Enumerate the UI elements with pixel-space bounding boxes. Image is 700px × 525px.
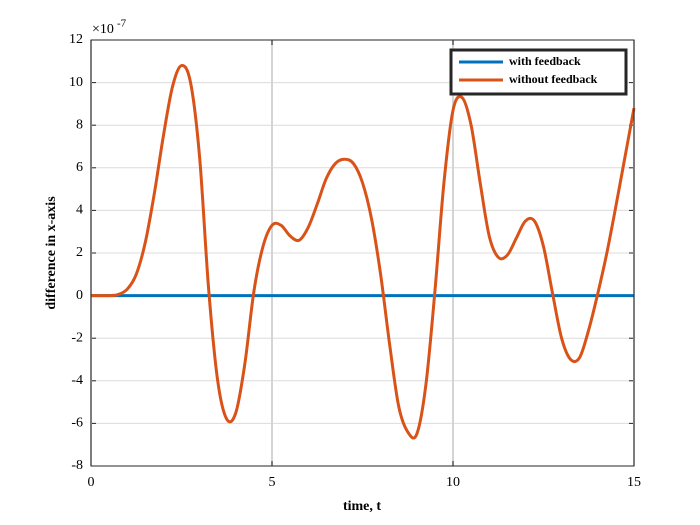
legend-box <box>449 48 628 96</box>
x-axis-label: time, t <box>343 499 381 514</box>
y-tick-label: 0 <box>76 288 83 303</box>
y-tick-label: -8 <box>71 458 83 473</box>
x-tick-label: 10 <box>446 475 460 490</box>
legend-label: with feedback <box>509 54 581 68</box>
y-axis-label: difference in x-axis <box>44 196 59 310</box>
x-tick-label: 0 <box>88 475 95 490</box>
axes-box <box>90 39 635 467</box>
data-line <box>91 63 636 440</box>
y-tick-label: 8 <box>76 117 83 132</box>
y-tick-label: -4 <box>71 373 83 388</box>
y-tick-label: 12 <box>69 32 83 47</box>
y-tick-label: 4 <box>76 203 83 218</box>
y-exponent-base: ×10 <box>92 22 114 37</box>
legend-label: without feedback <box>509 72 598 86</box>
y-tick-label: -6 <box>71 416 83 431</box>
x-tick-label: 5 <box>269 475 276 490</box>
y-tick-label: 2 <box>76 245 83 260</box>
y-exponent-power: -7 <box>117 18 127 30</box>
x-tick-label: 15 <box>627 475 641 490</box>
y-tick-label: 10 <box>69 75 83 90</box>
y-tick-label: -2 <box>71 330 83 345</box>
y-tick-label: 6 <box>76 160 83 175</box>
